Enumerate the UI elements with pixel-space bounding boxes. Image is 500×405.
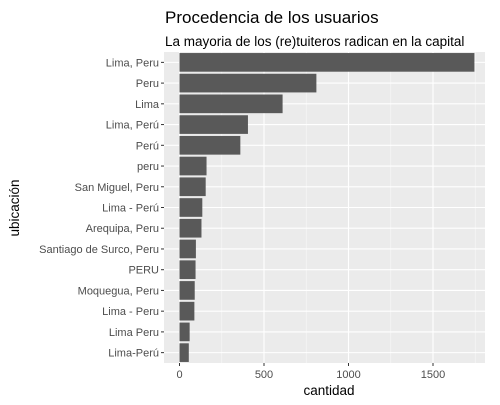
bar (179, 115, 248, 134)
y-tick-label: Lima, Perú (106, 120, 159, 132)
bar (179, 218, 202, 238)
y-tick-label: Peru (136, 78, 159, 90)
y-axis-title: ubicación (7, 179, 22, 236)
y-tick-label: PERU (128, 265, 159, 277)
y-tick-label: peru (137, 161, 159, 173)
bars (179, 53, 475, 362)
y-tick-label: Arequipa, Peru (86, 223, 159, 235)
x-axis-ticks: 0 500 1000 1500 (176, 363, 445, 381)
bar (179, 73, 317, 93)
y-tick-label: Lima Peru (109, 327, 159, 339)
bar (179, 177, 206, 197)
y-tick-label: Lima (135, 99, 160, 111)
x-tick-label: 500 (255, 369, 273, 381)
y-tick-label: Lima - Perú (102, 203, 159, 215)
y-axis-ticks: Lima, Peru Peru Lima Lima, Perú Perú peru San … (39, 57, 164, 360)
x-tick-label: 1000 (336, 369, 360, 381)
x-tick-label: 1500 (421, 369, 445, 381)
bar (179, 156, 207, 176)
bar (179, 94, 283, 114)
bar (179, 53, 475, 72)
y-tick-label: Lima - Peru (102, 306, 159, 318)
bar (179, 343, 189, 362)
bar (179, 301, 195, 321)
bar (179, 281, 195, 300)
bar (179, 322, 190, 342)
bar (179, 239, 196, 259)
y-tick-label: Moquegua, Peru (78, 285, 159, 297)
bar (179, 198, 203, 217)
bar (179, 260, 196, 280)
y-tick-label: San Miguel, Peru (75, 182, 159, 194)
x-axis-title: cantidad (303, 383, 354, 398)
y-tick-label: Lima-Perú (108, 348, 159, 360)
y-tick-label: Santiago de Surco, Peru (39, 244, 159, 256)
y-tick-label: Lima, Peru (106, 57, 159, 69)
x-tick-label: 0 (176, 369, 182, 381)
chart-subtitle: La mayoria de los (re)tuiteros radican e… (165, 34, 464, 49)
chart-title: Procedencia de los usuarios (165, 8, 379, 27)
bar (179, 135, 241, 155)
y-tick-label: Perú (136, 140, 159, 152)
